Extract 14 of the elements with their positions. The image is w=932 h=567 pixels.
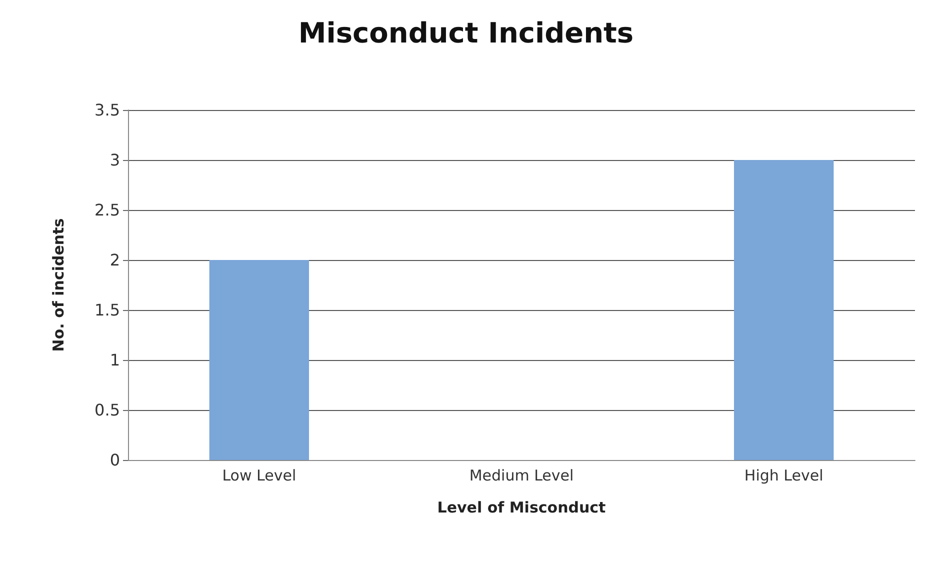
- y-axis-title: No. of incidents: [50, 218, 68, 352]
- y-tick-label: 3: [110, 150, 120, 170]
- x-tick-label: High Level: [744, 466, 824, 484]
- x-tick-label: Medium Level: [469, 466, 574, 484]
- y-tick-label: 0: [110, 450, 120, 470]
- y-tick-label: 1.5: [94, 300, 120, 320]
- y-tick-label: 1: [110, 350, 120, 370]
- y-tick-label: 0.5: [94, 400, 120, 420]
- x-tick-label: Low Level: [222, 466, 296, 484]
- y-tick-label: 2.5: [94, 200, 120, 220]
- y-tick-label: 2: [110, 250, 120, 270]
- y-tick-label: 3.5: [94, 100, 120, 120]
- x-axis-title: Level of Misconduct: [437, 498, 606, 516]
- chart-title: Misconduct Incidents: [298, 16, 634, 50]
